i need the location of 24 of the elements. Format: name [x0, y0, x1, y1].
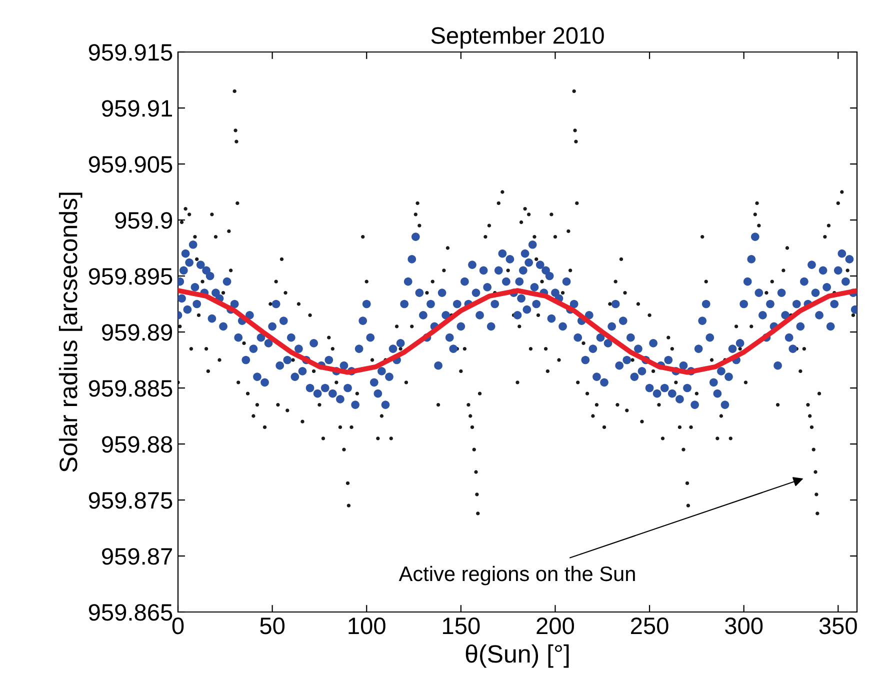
x-tick-label: 150	[443, 617, 480, 634]
y-tick-label: 959.895	[88, 268, 172, 285]
y-tick-label: 959.87	[102, 548, 172, 565]
x-axis-title: θ(Sun) [°]	[466, 644, 569, 668]
x-tick-label: 200	[536, 617, 574, 634]
x-tick-label: 350	[819, 617, 857, 634]
y-tick-label: 959.89	[102, 324, 172, 341]
y-tick-label: 959.885	[88, 380, 172, 397]
y-tick-label: 959.865	[88, 604, 172, 621]
y-tick-label: 959.91	[102, 100, 172, 117]
x-tick-label: 0	[172, 617, 184, 634]
x-tick-label: 100	[348, 617, 386, 634]
x-tick-label: 300	[725, 617, 763, 634]
line-series	[178, 288, 857, 375]
y-axis-title: Solar radius [arcseconds]	[58, 192, 82, 472]
y-tick-label: 959.875	[88, 492, 172, 509]
x-tick-label: 50	[260, 617, 285, 634]
y-tick-label: 959.9	[115, 212, 172, 229]
chart-title: September 2010	[431, 26, 604, 49]
y-tick-label: 959.88	[102, 436, 172, 453]
y-tick-label: 959.905	[88, 156, 172, 173]
annotation: Active regions on the Sun	[398, 566, 635, 586]
y-tick-label: 959.915	[88, 44, 172, 61]
x-tick-label: 250	[631, 617, 668, 634]
